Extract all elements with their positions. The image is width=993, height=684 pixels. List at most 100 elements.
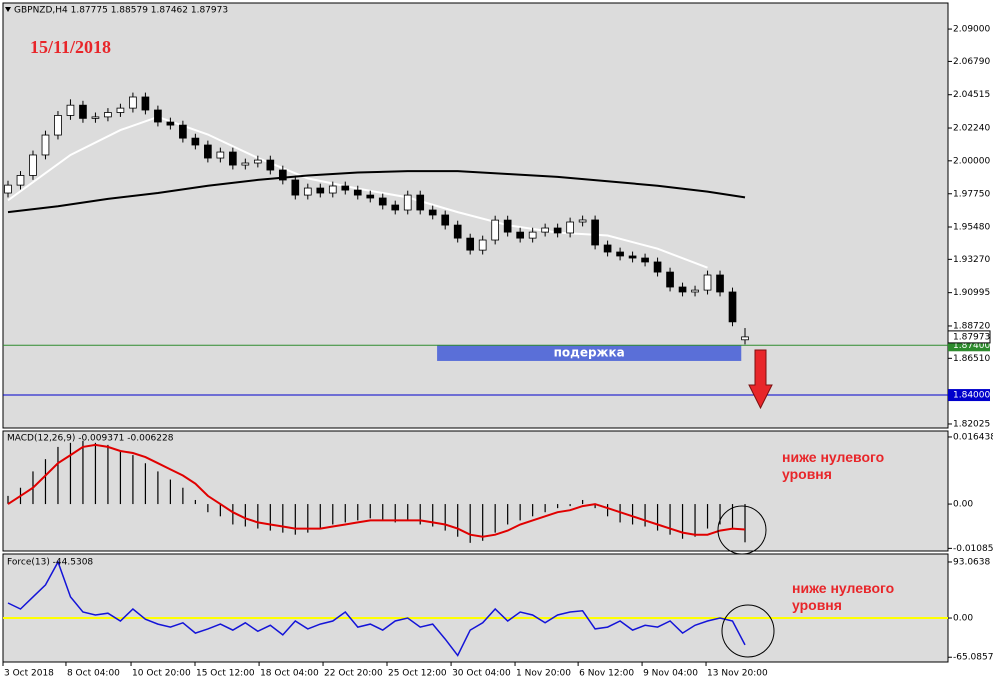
annotation: ниже нулевого <box>792 580 894 596</box>
x-tick-label: 6 Nov 12:00 <box>579 669 634 679</box>
macd-bar <box>731 504 734 529</box>
macd-bar <box>94 442 97 505</box>
macd-bar <box>182 487 184 505</box>
macd-bar <box>419 504 421 525</box>
x-tick-label: 9 Nov 04:00 <box>643 669 698 679</box>
plot-layer: 2.09000 2.06790 2.04515 2.02240 2.00000 1.977… <box>2 25 993 679</box>
y-tick-label: 1.95480 <box>953 222 990 232</box>
candle-body <box>616 251 624 257</box>
y-tick-label: 1.97750 <box>953 189 990 199</box>
x-tick-label: 15 Oct 12:00 <box>196 669 255 679</box>
candle-body <box>291 179 300 196</box>
candle-body <box>641 257 649 263</box>
candle-body <box>229 151 237 166</box>
macd-bar <box>369 504 371 519</box>
y-tick-label: 0.00 <box>953 614 973 624</box>
candle-body <box>741 336 749 341</box>
chart-title: GBPNZD,H4 1.87775 1.88579 1.87462 1.8797… <box>14 6 228 16</box>
candle-body <box>253 159 262 164</box>
y-tick-label: 1.82025 <box>953 419 990 429</box>
macd-bar <box>207 504 209 513</box>
macd-bar <box>507 504 509 525</box>
candle-body <box>428 209 437 216</box>
candle-body <box>241 162 250 166</box>
level-tag <box>948 389 990 402</box>
level-label: 1.87400 <box>953 341 990 351</box>
support-label: подержка <box>554 346 625 360</box>
macd-bar <box>694 504 696 537</box>
macd-bar <box>169 479 171 505</box>
candle-body <box>316 187 325 194</box>
macd-bar <box>394 504 396 523</box>
force-line <box>7 560 746 657</box>
macd-bar <box>681 504 684 539</box>
down-arrow <box>748 349 773 410</box>
macd-bar <box>557 504 559 509</box>
macd-bar <box>232 504 234 525</box>
candle-body <box>716 274 724 293</box>
candle-body <box>416 194 425 211</box>
macd-panel <box>2 430 949 552</box>
candle-body <box>503 219 512 233</box>
x-tick-label: 3 Oct 2018 <box>4 669 54 679</box>
macd-bar <box>669 504 671 535</box>
candle-body <box>54 115 62 136</box>
macd-bar <box>532 504 534 517</box>
macd-bar <box>407 504 409 521</box>
y-tick-label: 1.90995 <box>953 288 990 298</box>
candle-body <box>453 224 462 239</box>
highlight-circle <box>717 505 767 555</box>
y-tick-label: 0.016438 <box>953 432 993 442</box>
candle-body <box>441 214 450 226</box>
macd-bar <box>269 504 271 531</box>
macd-bar <box>294 504 296 535</box>
candle-body <box>566 221 574 234</box>
force-panel <box>2 553 949 663</box>
candle-body <box>553 227 562 234</box>
annotation: ниже нулевого <box>782 449 884 465</box>
candle-body <box>278 169 287 181</box>
macd-bar <box>82 440 84 505</box>
candle-body <box>79 104 87 119</box>
support-zone <box>437 345 742 361</box>
candle-body <box>41 134 50 156</box>
x-tick-label: 18 Oct 04:00 <box>260 669 319 679</box>
candle-body <box>66 104 75 116</box>
macd-bar <box>44 459 47 505</box>
macd-bar <box>744 504 746 543</box>
candle-body <box>154 109 162 123</box>
macd-bar <box>157 471 159 505</box>
highlight-circle <box>721 604 775 658</box>
macd-bar <box>706 504 709 529</box>
candle-body <box>478 239 487 251</box>
annotation: уровня <box>782 466 832 482</box>
macd-bar <box>69 442 72 505</box>
y-tick-label: 1.86510 <box>953 354 990 364</box>
candle-body <box>341 185 350 191</box>
candle-body <box>129 96 137 109</box>
candle-body <box>591 219 599 246</box>
macd-bar <box>569 504 571 507</box>
macd-bar <box>494 504 496 533</box>
y-tick-label: 2.09000 <box>953 25 990 35</box>
candle-body <box>403 194 412 211</box>
macd-bar <box>631 504 634 525</box>
x-tick-label: 13 Nov 20:00 <box>707 669 768 679</box>
candle-body <box>4 184 12 194</box>
y-tick-label: 93.0638 <box>953 557 990 567</box>
y-tick-label: -65.0857 <box>953 653 993 663</box>
candle-body <box>678 286 687 293</box>
macd-bar <box>719 504 721 525</box>
macd-bar <box>257 504 259 529</box>
candle-body <box>216 151 225 159</box>
macd-title: MACD(12,26,9) -0.009371 -0.006228 <box>7 434 174 444</box>
macd-bar <box>544 504 546 513</box>
y-tick-label: 0.00 <box>953 500 973 510</box>
force-title: Force(13) -44.5308 <box>7 558 93 568</box>
candle-body <box>541 227 549 233</box>
candle-body <box>141 96 150 111</box>
macd-bar <box>432 504 434 527</box>
candle-body <box>179 124 187 139</box>
price-tag <box>947 330 991 344</box>
